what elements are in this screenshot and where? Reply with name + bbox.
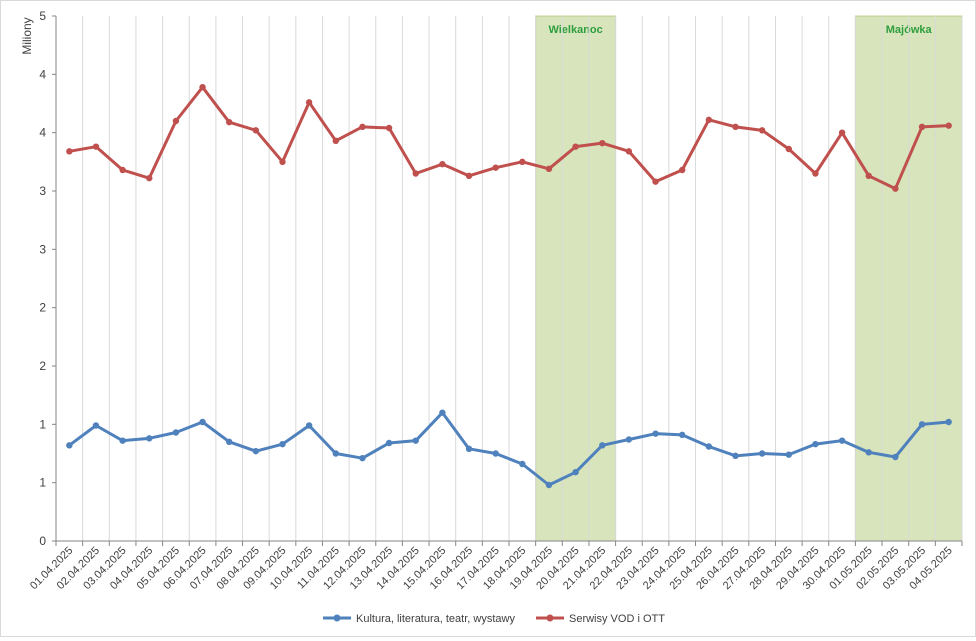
- data-point: [732, 452, 739, 460]
- data-point: [732, 123, 739, 131]
- data-point: [305, 99, 313, 106]
- data-point: [705, 443, 713, 450]
- data-point: [545, 481, 553, 489]
- data-point: [519, 158, 526, 166]
- data-point: [66, 148, 73, 155]
- data-point: [918, 421, 926, 428]
- data-point: [838, 437, 846, 444]
- data-point: [92, 143, 100, 150]
- data-point: [226, 118, 233, 126]
- data-point: [332, 137, 339, 145]
- data-point: [119, 166, 126, 174]
- data-point: [892, 453, 899, 461]
- legend-swatch-marker: [546, 614, 554, 622]
- series-line: [68, 411, 949, 487]
- series-lines: [66, 83, 952, 489]
- data-point: [359, 123, 366, 131]
- data-point: [172, 117, 180, 125]
- data-point: [252, 127, 260, 134]
- data-point: [812, 440, 819, 448]
- data-point: [758, 450, 766, 457]
- data-point: [279, 440, 286, 448]
- data-point: [865, 172, 872, 180]
- y-tick-label: 2: [39, 301, 46, 315]
- data-point: [572, 143, 579, 150]
- data-point: [465, 172, 473, 180]
- y-tick-label: 5: [39, 9, 46, 23]
- data-point: [279, 158, 286, 166]
- data-point: [519, 460, 526, 468]
- data-point: [679, 166, 686, 174]
- data-point: [785, 145, 792, 153]
- data-point: [66, 442, 73, 449]
- legend-label: Serwisy VOD i OTT: [569, 613, 665, 625]
- data-point: [439, 160, 446, 168]
- vertical-gridlines: [55, 16, 963, 546]
- y-tick-label: 4: [39, 67, 46, 81]
- axes: [55, 16, 962, 542]
- data-point: [305, 422, 313, 429]
- data-point: [359, 454, 366, 462]
- holiday-label: Wielkanoc: [548, 24, 602, 36]
- data-point: [545, 165, 553, 173]
- data-point: [625, 436, 633, 443]
- data-point: [412, 437, 419, 444]
- y-tick-labels: 0 1 1 2 2 3 3 4 4 5: [39, 9, 56, 548]
- data-point: [785, 451, 792, 458]
- legend-swatch-marker: [333, 614, 341, 622]
- data-point: [652, 178, 659, 185]
- data-point: [625, 148, 633, 155]
- data-point: [119, 437, 126, 444]
- data-point: [385, 439, 393, 447]
- y-tick-label: 1: [39, 417, 46, 431]
- data-point: [439, 409, 446, 416]
- y-tick-label: 3: [39, 184, 46, 198]
- data-point: [332, 450, 339, 457]
- y-tick-label: 1: [39, 476, 46, 490]
- y-tick-label: 4: [39, 126, 46, 140]
- series-1: [66, 83, 952, 192]
- data-point: [599, 139, 606, 147]
- data-point: [226, 438, 233, 446]
- data-point: [945, 122, 952, 129]
- data-point: [705, 116, 713, 124]
- data-point: [838, 129, 846, 136]
- data-point: [465, 445, 473, 453]
- data-point: [572, 468, 579, 476]
- data-point: [892, 185, 899, 192]
- data-point: [92, 422, 100, 429]
- y-tick-label: 3: [39, 242, 46, 256]
- data-point: [652, 430, 659, 437]
- data-point: [492, 450, 499, 457]
- y-tick-label: 2: [39, 359, 46, 373]
- data-point: [918, 123, 926, 131]
- data-point: [945, 418, 952, 426]
- y-axis-title: Miliony: [20, 17, 34, 54]
- legend-label: Kultura, literatura, teatr, wystawy: [356, 613, 515, 625]
- data-point: [492, 164, 499, 171]
- legend: Kultura, literatura, teatr, wystawy Serwi…: [323, 613, 665, 625]
- data-point: [252, 447, 260, 455]
- data-point: [412, 170, 419, 177]
- data-point: [199, 418, 206, 426]
- data-point: [385, 124, 393, 132]
- data-point: [812, 170, 819, 177]
- x-tick-labels: 01.04.202502.04.202503.04.202504.04.2025…: [28, 545, 955, 592]
- series-0: [66, 409, 952, 489]
- data-point: [865, 449, 872, 456]
- data-point: [599, 442, 606, 449]
- data-point: [679, 431, 686, 439]
- data-point: [146, 435, 153, 442]
- data-point: [172, 429, 180, 436]
- y-tick-label: 0: [39, 534, 46, 548]
- data-point: [146, 174, 153, 182]
- holiday-band: [535, 15, 617, 542]
- data-point: [758, 127, 766, 134]
- series-line: [69, 85, 949, 191]
- data-point: [199, 83, 206, 91]
